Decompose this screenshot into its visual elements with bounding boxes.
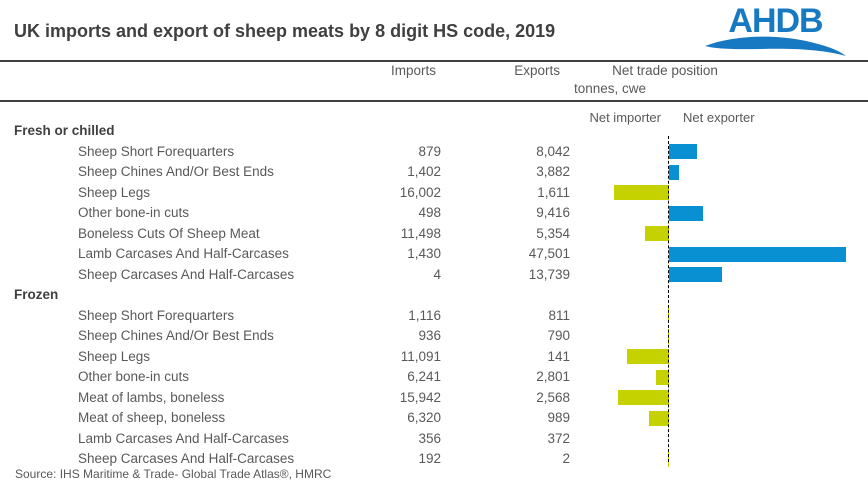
- imports-value: 936: [418, 328, 441, 343]
- imports-value: 4: [433, 266, 441, 282]
- ahdb-logo-text: AHDB: [728, 2, 823, 40]
- imports-value: 1,402: [407, 164, 441, 179]
- row-label: Meat of sheep, boneless: [78, 410, 226, 425]
- source-note: Source: IHS Maritime & Trade- Global Tra…: [15, 467, 332, 481]
- row-label: Lamb Carcases And Half-Carcases: [78, 246, 289, 261]
- group-header: Frozen: [14, 287, 59, 302]
- row-label: Sheep Short Forequarters: [78, 143, 235, 159]
- table-row: Sheep Legs 11,091 141: [0, 347, 868, 368]
- exports-value: 2: [562, 451, 570, 466]
- exports-value: 8,042: [536, 143, 570, 159]
- imports-value: 356: [418, 430, 441, 446]
- imports-value: 879: [418, 143, 441, 159]
- table-row: Meat of sheep, boneless 6,320 989: [0, 408, 868, 429]
- net-trade-bar: [626, 349, 669, 365]
- page-title: UK imports and export of sheep meats by …: [14, 21, 556, 41]
- net-trade-bar: [669, 205, 704, 221]
- row-label: Sheep Chines And/Or Best Ends: [78, 164, 274, 179]
- table-row: Boneless Cuts Of Sheep Meat 11,498 5,354: [0, 224, 868, 245]
- exports-value: 989: [547, 410, 570, 425]
- unit-label: tonnes, cwe: [573, 81, 647, 96]
- column-header-imports: Imports: [390, 63, 436, 78]
- exports-value: 141: [547, 348, 570, 364]
- table-row: Other bone-in cuts 6,241 2,801: [0, 367, 868, 388]
- ahdb-logo: AHDB: [703, 4, 848, 58]
- net-importer-label: Net importer: [589, 110, 661, 125]
- column-header-net-trade: Net trade position: [612, 63, 718, 78]
- imports-value: 1,116: [408, 307, 441, 323]
- net-trade-bar: [669, 164, 679, 180]
- table-row: Sheep Chines And/Or Best Ends 1,402 3,882: [0, 162, 868, 183]
- imports-value: 11,498: [400, 225, 441, 241]
- row-label: Sheep Chines And/Or Best Ends: [78, 328, 274, 343]
- table-row: Sheep Short Forequarters 879 8,042: [0, 142, 868, 163]
- net-trade-bar: [655, 369, 669, 385]
- exports-value: 2,568: [536, 389, 570, 405]
- data-rows: Fresh or chilled Sheep Short Forequarters…: [0, 121, 868, 470]
- column-header-exports: Exports: [514, 63, 560, 78]
- row-label: Sheep Legs: [78, 184, 151, 200]
- table-row: Sheep Legs 16,002 1,611: [0, 183, 868, 204]
- row-label: Sheep Short Forequarters: [78, 307, 235, 323]
- exports-value: 1,611: [537, 184, 570, 200]
- net-trade-bar: [645, 226, 669, 242]
- net-exporter-label: Net exporter: [683, 110, 755, 125]
- net-trade-bar: [617, 390, 669, 406]
- table-row: Lamb Carcases And Half-Carcases 1,430 47,5…: [0, 244, 868, 265]
- imports-value: 15,942: [399, 389, 441, 405]
- exports-value: 790: [547, 328, 570, 343]
- row-label: Boneless Cuts Of Sheep Meat: [78, 225, 260, 241]
- imports-value: 192: [418, 451, 441, 466]
- imports-value: 6,320: [407, 410, 441, 425]
- row-label: Lamb Carcases And Half-Carcases: [78, 430, 289, 446]
- net-trade-bar: [613, 185, 669, 201]
- group-header: Fresh or chilled: [14, 123, 115, 138]
- table-row: Lamb Carcases And Half-Carcases 356 372: [0, 429, 868, 450]
- exports-value: 47,501: [528, 246, 570, 261]
- header-divider: [0, 60, 868, 62]
- net-trade-bar: [669, 246, 847, 262]
- table-row: Sheep Carcases And Half-Carcases 192 2: [0, 449, 868, 470]
- net-trade-bar: [669, 144, 697, 160]
- row-label: Sheep Carcases And Half-Carcases: [78, 266, 295, 282]
- exports-value: 811: [548, 307, 570, 323]
- imports-value: 6,241: [407, 369, 441, 384]
- net-trade-bar: [648, 410, 669, 426]
- row-label: Other bone-in cuts: [78, 205, 190, 220]
- exports-value: 3,882: [536, 164, 570, 179]
- table-row: Meat of lambs, boneless 15,942 2,568: [0, 388, 868, 409]
- imports-value: 11,091: [400, 348, 441, 364]
- zero-axis-line: [668, 136, 669, 462]
- column-header-divider: [0, 100, 868, 102]
- exports-value: 2,801: [536, 369, 570, 384]
- exports-value: 5,354: [536, 225, 570, 241]
- imports-value: 1,430: [407, 246, 441, 261]
- table-row: Sheep Carcases And Half-Carcases 4 13,739: [0, 265, 868, 286]
- row-label: Meat of lambs, boneless: [78, 389, 225, 405]
- exports-value: 9,416: [536, 205, 570, 220]
- row-label: Sheep Carcases And Half-Carcases: [78, 451, 295, 466]
- table-row: Other bone-in cuts 498 9,416: [0, 203, 868, 224]
- table-row: Sheep Chines And/Or Best Ends 936 790: [0, 326, 868, 347]
- table-row: Sheep Short Forequarters 1,116 811: [0, 306, 868, 327]
- ahdb-wave-icon: [705, 36, 846, 56]
- row-label: Other bone-in cuts: [78, 369, 190, 384]
- exports-value: 13,739: [528, 266, 570, 282]
- imports-value: 16,002: [399, 184, 441, 200]
- row-label: Sheep Legs: [78, 348, 151, 364]
- imports-value: 498: [418, 205, 441, 220]
- net-trade-bar: [669, 267, 722, 283]
- exports-value: 372: [547, 430, 570, 446]
